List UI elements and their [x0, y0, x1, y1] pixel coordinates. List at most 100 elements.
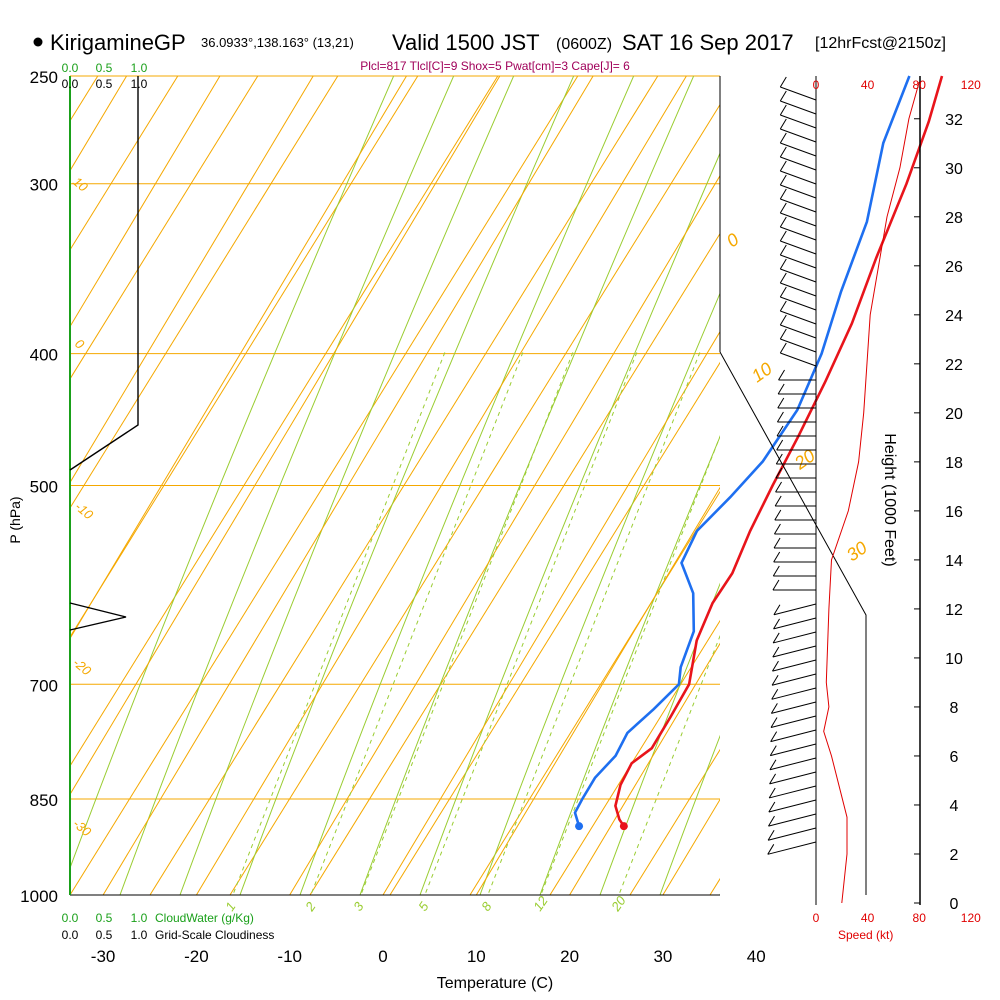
wind-barb — [772, 645, 817, 658]
wind-barb-flag — [779, 286, 787, 298]
wind-barb — [780, 324, 817, 339]
wind-barb-flag — [773, 551, 781, 563]
surface-temperature-marker — [619, 822, 628, 831]
mixing-ratio-label: 5 — [415, 899, 432, 914]
dry-adiabat — [309, 232, 720, 895]
wind-barb-flag — [779, 132, 787, 144]
station-name: KirigamineGP — [50, 30, 186, 55]
wind-barb — [780, 100, 817, 115]
wind-barb-flag — [779, 104, 787, 116]
moist-adiabat — [659, 734, 720, 895]
wind-barb-flag — [779, 230, 787, 242]
wind-barb-flag — [776, 425, 784, 437]
moist-adiabat — [299, 76, 635, 895]
forecast-info: [12hrFcst@2150z] — [815, 35, 946, 52]
wind-barb-flag — [770, 731, 778, 742]
isotherm — [475, 486, 720, 895]
panel-boundary — [719, 351, 867, 895]
wind-barb — [780, 226, 817, 241]
wind-barb-flag — [768, 787, 776, 799]
wind-barb-flag — [779, 300, 787, 312]
cloudwater-tick-top: 0.5 — [96, 61, 113, 75]
station-coords: 36.0933°,138.163° (13,21) — [201, 35, 354, 50]
wind-barb — [780, 156, 817, 171]
temperature-tick--10: -10 — [277, 947, 302, 966]
pressure-tick-500: 500 — [30, 478, 58, 497]
wind-barb-flag — [769, 759, 777, 771]
height-tick-20: 20 — [945, 406, 963, 423]
height-tick-2: 2 — [950, 847, 959, 864]
isotherm — [195, 76, 687, 895]
wind-barb-flag — [779, 160, 787, 172]
wind-barb-flag — [773, 618, 780, 630]
valid-zulu: (0600Z) — [556, 36, 612, 53]
mixing-ratio-line — [310, 351, 524, 895]
cloudwater-label: CloudWater (g/Kg) — [155, 911, 254, 925]
cloudiness-tick-top: 0.0 — [62, 77, 79, 91]
moist-adiabat — [599, 582, 720, 895]
cloudwater-axis: 0.0 0.0 0.5 0.5 1.0 1.0 0.0 0.0 0.5 0.5 1.0 1.0 — [62, 61, 148, 942]
wind-barb — [780, 268, 817, 283]
height-tick-28: 28 — [945, 210, 963, 227]
wind-barb-flag — [779, 118, 787, 130]
moist-adiabat — [419, 152, 720, 895]
moist-adiabat — [119, 76, 455, 895]
wind-barb-flag — [779, 328, 787, 340]
wind-barb-flag — [776, 439, 784, 451]
height-tick-32: 32 — [945, 112, 963, 129]
wind-barb-flag — [779, 244, 787, 256]
wind-barb-flag — [777, 383, 785, 395]
wind-barb-flag — [775, 453, 783, 465]
height-tick-4: 4 — [950, 798, 959, 815]
wind-barb — [769, 771, 817, 785]
wind-barb — [780, 142, 817, 157]
dry-adiabat-label: -10 — [72, 499, 97, 523]
wind-barb — [773, 617, 817, 630]
wind-barb — [769, 757, 817, 771]
dry-adiabat — [629, 748, 720, 895]
wind-barb-flag — [776, 411, 784, 423]
wind-barb — [780, 114, 817, 129]
wind-speed-profile — [823, 81, 920, 904]
wind-barb-flag — [768, 815, 775, 827]
pressure-tick-labels: 250 300 400 500 700 850 1000 — [20, 68, 58, 906]
wind-barb-flag — [779, 90, 787, 102]
wind-barb-flag — [773, 523, 781, 535]
wind-barb — [780, 240, 817, 255]
wind-barb — [773, 603, 817, 616]
wind-barb — [771, 673, 817, 686]
isotherm — [756, 76, 1000, 895]
temperature-axis-label: Temperature (C) — [437, 975, 553, 992]
valid-date: SAT 16 Sep 2017 — [622, 30, 794, 55]
pressure-tick-850: 850 — [30, 791, 58, 810]
wind-barb — [767, 841, 817, 855]
isotherm — [70, 76, 407, 640]
temperature-tick-40: 40 — [747, 947, 766, 966]
wind-barb-flag — [767, 829, 775, 841]
moist-adiabat — [539, 435, 720, 895]
cloudwater-tick-bottom: 1.0 — [131, 911, 148, 925]
wind-barb — [770, 715, 817, 728]
speed-tick-bottom: 80 — [913, 911, 927, 925]
height-axis-label: Height (1000 Feet) — [881, 433, 898, 566]
dewpoint-line — [573, 75, 911, 827]
moist-adiabat — [479, 292, 720, 895]
wind-barb-flag — [779, 76, 787, 88]
height-tick-16: 16 — [945, 504, 963, 521]
wind-barb-flag — [772, 660, 779, 672]
wind-barb-flag — [770, 717, 778, 728]
moist-adiabat — [70, 76, 395, 870]
speed-axis-label: Speed (kt) — [838, 928, 893, 942]
height-tick-0: 0 — [950, 896, 959, 913]
dry-adiabat-label: 0 — [72, 336, 88, 353]
height-tick-18: 18 — [945, 455, 963, 472]
wind-barb — [780, 128, 817, 143]
dry-adiabat-label: -30 — [70, 816, 95, 840]
height-tick-10: 10 — [945, 651, 963, 668]
wind-barb — [771, 687, 817, 700]
wind-barb-flag — [768, 801, 776, 813]
